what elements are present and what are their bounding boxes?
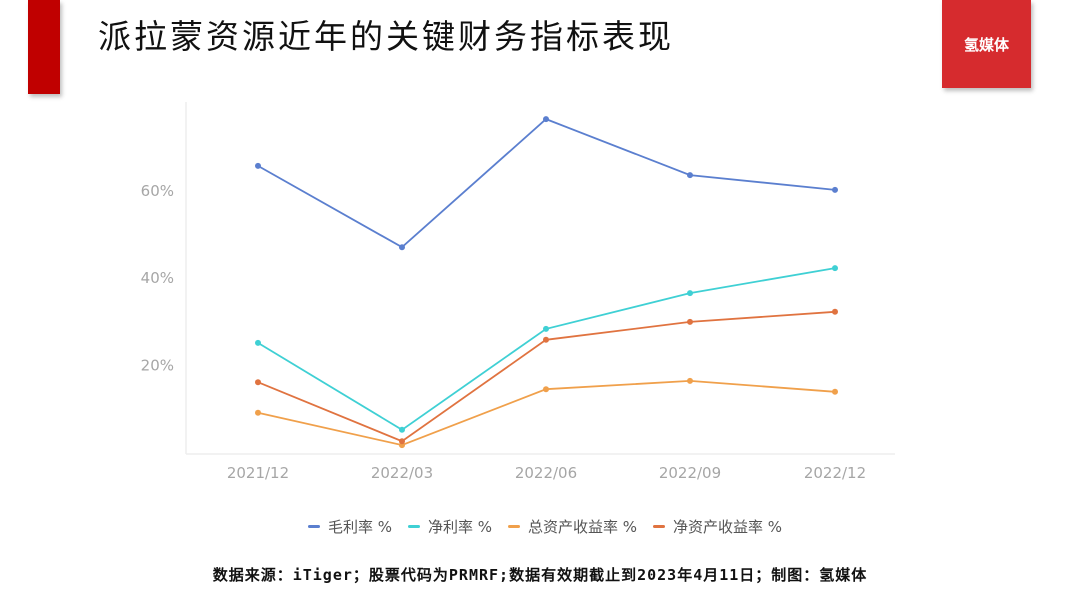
y-tick-label: 40% <box>141 269 174 287</box>
x-tick-label: 2022/03 <box>371 464 433 482</box>
data-point[interactable] <box>832 388 838 395</box>
chart-legend: 毛利率 % 净利率 % 总资产收益率 % 净资产收益率 % <box>0 516 1080 537</box>
data-point[interactable] <box>399 244 405 251</box>
y-tick-label: 20% <box>141 357 174 375</box>
data-point[interactable] <box>687 377 693 384</box>
y-axis-ticks: 20% 40% 60% <box>141 182 174 375</box>
legend-label: 毛利率 % <box>327 518 392 536</box>
legend-label: 净资产收益率 % <box>673 518 783 536</box>
data-point[interactable] <box>832 186 838 193</box>
data-point[interactable] <box>832 308 838 315</box>
legend-label: 净利率 % <box>427 518 492 536</box>
legend-label: 总资产收益率 % <box>528 518 638 536</box>
logo-text: 氢媒体 <box>963 35 1009 54</box>
series-line <box>255 377 838 449</box>
data-point[interactable] <box>543 116 549 123</box>
data-point[interactable] <box>255 339 261 346</box>
x-tick-label: 2021/12 <box>227 464 289 482</box>
legend-swatch-icon <box>508 525 520 528</box>
data-point[interactable] <box>399 438 405 445</box>
legend-swatch-icon <box>407 525 420 528</box>
x-tick-label: 2022/12 <box>804 464 866 482</box>
x-axis-ticks: 2021/12 2022/03 2022/06 2022/09 2022/12 <box>227 464 866 482</box>
legend-item[interactable]: 总资产收益率 % <box>508 516 637 537</box>
page-title: 派拉蒙资源近年的关键财务指标表现 <box>98 17 674 56</box>
data-point[interactable] <box>687 290 693 297</box>
data-point[interactable] <box>543 325 549 332</box>
line-chart: 20%40%60% 2021/12 2022/03 2022/06 2022/09 20… <box>141 102 895 482</box>
accent-bar <box>28 0 60 94</box>
chart-series <box>255 116 838 449</box>
legend-item[interactable]: 净资产收益率 % <box>653 516 782 537</box>
x-tick-label: 2022/09 <box>659 464 721 482</box>
legend-item[interactable]: 净利率 % <box>407 516 492 537</box>
data-point[interactable] <box>687 172 693 179</box>
data-point[interactable] <box>543 336 549 343</box>
logo: 氢媒体 <box>942 0 1031 88</box>
series-line <box>255 116 838 251</box>
data-point[interactable] <box>255 409 261 416</box>
series-line <box>255 308 838 445</box>
data-point[interactable] <box>255 379 261 386</box>
data-point[interactable] <box>399 426 405 433</box>
data-point[interactable] <box>255 162 261 169</box>
data-point[interactable] <box>687 318 693 325</box>
legend-item[interactable]: 毛利率 % <box>307 516 392 537</box>
legend-swatch-icon <box>307 525 320 528</box>
y-tick-label: 60% <box>141 182 174 200</box>
legend-swatch-icon <box>653 525 666 528</box>
data-source-note: 数据来源：iTiger；股票代码为PRMRF;数据有效期截止到2023年4月11… <box>212 566 868 584</box>
data-point[interactable] <box>543 386 549 393</box>
data-point[interactable] <box>832 265 838 272</box>
x-tick-label: 2022/06 <box>515 464 577 482</box>
series-line <box>255 265 838 433</box>
